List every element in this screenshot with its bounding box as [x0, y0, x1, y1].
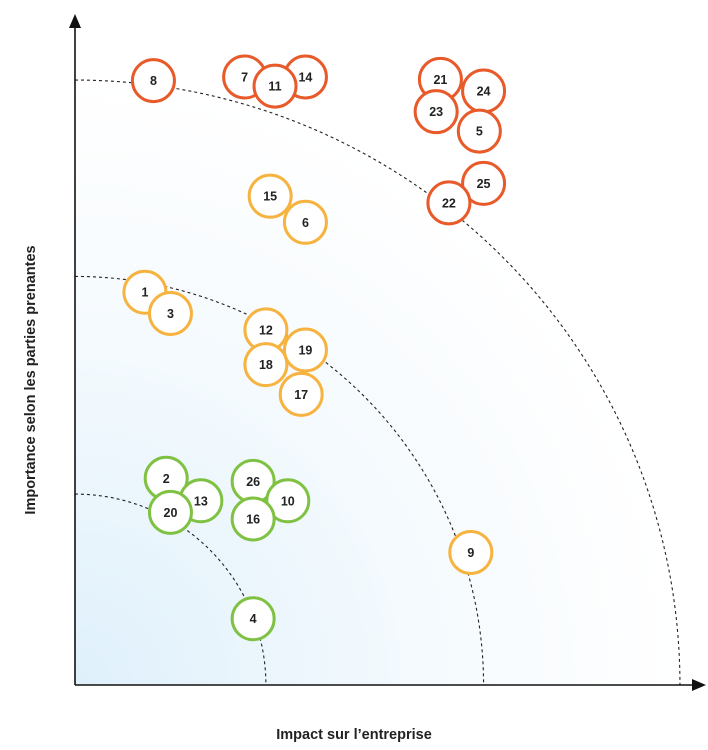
point-marker — [147, 489, 193, 535]
issue-point-23: 23 — [413, 89, 459, 135]
point-marker — [282, 327, 328, 373]
point-label: 14 — [298, 71, 312, 85]
issue-point-10: 10 — [265, 478, 311, 524]
point-label: 17 — [294, 388, 308, 402]
zone-arc-3 — [75, 79, 681, 685]
point-marker — [282, 199, 328, 245]
issue-point-11: 11 — [252, 63, 298, 109]
issue-point-4: 4 — [230, 596, 276, 642]
issue-point-3: 3 — [147, 291, 193, 337]
issue-point-9: 9 — [448, 529, 494, 575]
point-label: 8 — [150, 74, 157, 88]
point-label: 1 — [141, 286, 148, 300]
point-marker — [230, 496, 276, 542]
axes — [69, 14, 706, 691]
point-marker — [243, 342, 289, 388]
issue-point-22: 22 — [426, 180, 472, 226]
point-label: 5 — [476, 125, 483, 139]
point-label: 18 — [259, 358, 273, 372]
point-marker — [413, 89, 459, 135]
point-label: 4 — [250, 612, 257, 626]
issue-point-26: 26 — [230, 458, 276, 504]
point-marker — [247, 173, 293, 219]
issue-point-16: 16 — [230, 496, 276, 542]
point-label: 24 — [477, 84, 491, 98]
point-label: 23 — [429, 105, 443, 119]
point-label: 12 — [259, 323, 273, 337]
point-marker — [265, 478, 311, 524]
y-axis-arrow — [69, 14, 81, 28]
point-marker — [230, 596, 276, 642]
point-marker — [147, 291, 193, 337]
issue-point-15: 15 — [247, 173, 293, 219]
point-label: 19 — [298, 343, 312, 357]
point-label: 9 — [467, 546, 474, 560]
background-gradient — [75, 80, 680, 686]
point-label: 15 — [263, 190, 277, 204]
issue-point-25: 25 — [461, 160, 507, 206]
point-label: 26 — [246, 475, 260, 489]
point-label: 3 — [167, 307, 174, 321]
point-label: 21 — [433, 73, 447, 87]
point-marker — [252, 63, 298, 109]
point-label: 22 — [442, 196, 456, 210]
point-label: 13 — [194, 494, 208, 508]
issue-point-6: 6 — [282, 199, 328, 245]
issue-point-20: 20 — [147, 489, 193, 535]
point-label: 10 — [281, 494, 295, 508]
point-label: 16 — [246, 513, 260, 527]
x-axis-title: Impact sur l’entreprise — [276, 727, 432, 743]
issue-point-5: 5 — [456, 108, 502, 154]
zone-arc-2 — [75, 275, 485, 685]
point-label: 7 — [241, 71, 248, 85]
point-label: 25 — [477, 177, 491, 191]
point-marker — [461, 160, 507, 206]
point-label: 2 — [163, 472, 170, 486]
point-label: 6 — [302, 216, 309, 230]
point-marker — [130, 58, 176, 104]
x-axis-arrow — [692, 679, 706, 691]
zone-layer — [75, 79, 681, 686]
issue-point-8: 8 — [130, 58, 176, 104]
issue-point-18: 18 — [243, 342, 289, 388]
point-label: 11 — [268, 80, 281, 94]
point-marker — [448, 529, 494, 575]
y-axis-title: Importance selon les parties prenantes — [23, 245, 39, 515]
point-marker — [456, 108, 502, 154]
issue-point-17: 17 — [278, 371, 324, 417]
issue-point-19: 19 — [282, 327, 328, 373]
zone-arc-1 — [75, 493, 267, 685]
point-label: 20 — [164, 506, 178, 520]
issue-point-24: 24 — [461, 68, 507, 114]
point-marker — [278, 371, 324, 417]
point-marker — [426, 180, 472, 226]
